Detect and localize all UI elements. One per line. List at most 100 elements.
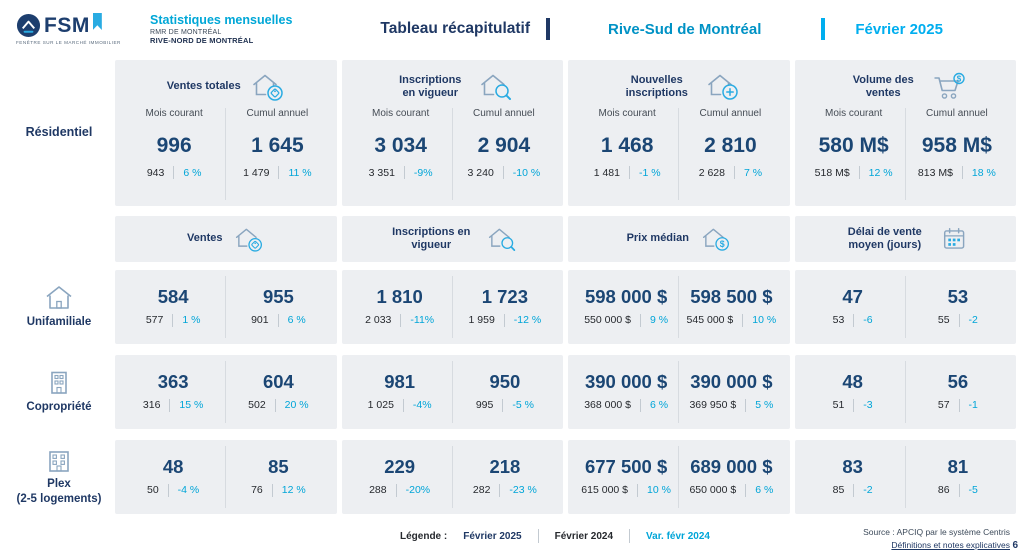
single-family-house-icon (44, 284, 74, 311)
value-2024: 615 000 $ (581, 484, 629, 497)
value-2025: 47 (842, 286, 863, 308)
section-header-inscriptions: Inscriptions en vigueur (341, 216, 563, 262)
cumul-column: 56 57 -1 (904, 361, 1010, 423)
value-2025: 584 (157, 286, 189, 308)
row-unifamiliale: Unifamiliale 584 577 1 % 955 901 (8, 270, 1016, 344)
cumul-column: 81 86 -5 (904, 446, 1010, 508)
region-secondary: RIVE-NORD DE MONTRÉAL (150, 35, 254, 45)
group-volume-des-ventes: Volume des ventes $ Mois courant (794, 60, 1016, 206)
variation: -11% (410, 314, 435, 327)
cell-copropriete-prix-median: 390 000 $ 368 000 $ 6 % 390 000 $ 369 95… (568, 355, 790, 429)
value-2025: 85 (268, 456, 289, 478)
house-tag-icon (251, 72, 285, 102)
cumul-column: 1 723 1 959 -12 % (451, 276, 557, 338)
divider (503, 313, 505, 327)
divider (628, 166, 630, 180)
source-text: Source : APCIQ par le système Centris (863, 527, 1010, 537)
variation: -4% (412, 399, 432, 412)
divider (271, 483, 273, 497)
value-2025: 53 (947, 286, 969, 308)
value-2025: 958 M$ (921, 134, 992, 157)
current-column: 48 51 -3 (801, 361, 905, 423)
value-2025: 2 810 (704, 134, 757, 157)
value-2025: 390 000 $ (690, 371, 773, 393)
value-2025: 981 (384, 371, 416, 393)
divider (745, 398, 747, 412)
cell-unifamiliale-delai: 47 53 -6 53 55 -2 (794, 270, 1016, 344)
value-2024: 650 000 $ (689, 484, 737, 497)
divider (745, 483, 747, 497)
header-divider (546, 18, 551, 40)
period-label: Février 2025 (855, 20, 943, 38)
current-column: 677 500 $ 615 000 $ 10 % (574, 446, 678, 508)
value-2025: 598 500 $ (690, 286, 773, 308)
current-column: 981 1 025 -4% (348, 361, 452, 423)
house-search-icon (487, 226, 517, 253)
variation: 6 % (649, 399, 669, 412)
divider (629, 529, 631, 543)
variation: 9 % (649, 314, 669, 327)
variation: -6 (863, 314, 873, 327)
cumul-column: 218 282 -23 % (451, 446, 557, 508)
plex-building-icon (44, 448, 74, 473)
group-ventes-totales: Ventes totales Mois c (115, 60, 337, 206)
value-2024: 369 950 $ (689, 399, 737, 412)
divider (167, 483, 169, 497)
value-2025: 689 000 $ (690, 456, 773, 478)
divider (400, 313, 402, 327)
divider (958, 313, 960, 327)
divider (853, 483, 855, 497)
divider (502, 398, 504, 412)
value-2024: 288 (369, 484, 387, 497)
value-2024: 995 (475, 399, 494, 412)
variation: 10 % (647, 484, 671, 497)
value-2025: 580 M$ (818, 134, 889, 157)
group-title: Volume des ventes (852, 73, 914, 99)
value-2024: 3 240 (467, 166, 494, 179)
value-2024: 518 M$ (814, 166, 850, 179)
cell-copropriete-inscriptions: 981 1 025 -4% 950 995 -5 % (341, 355, 563, 429)
cumul-column: 955 901 6 % (225, 276, 330, 338)
page-number: 6 (1012, 540, 1018, 551)
current-column: 229 288 -20% (348, 446, 452, 508)
value-2024: 51 (832, 399, 845, 412)
cumul-column: 950 995 -5 % (451, 361, 557, 423)
variation: 18 % (971, 166, 996, 179)
section-header-ventes: Ventes (115, 216, 337, 262)
condo-building-icon (44, 369, 74, 396)
value-2025: 83 (842, 456, 863, 478)
fsmi-logo-mark-icon (16, 13, 41, 38)
value-2025: 955 (262, 286, 294, 308)
variation: 7 % (743, 166, 763, 179)
row-plex: Plex (2-5 logements) 48 50 -4 % 85 76 (8, 440, 1016, 514)
cell-unifamiliale-inscriptions: 1 810 2 033 -11% 1 723 1 959 -12 % (341, 270, 563, 344)
value-2024: 1 959 (468, 314, 495, 327)
col-label-cumul: Cumul annuel (246, 108, 309, 119)
divider (637, 483, 639, 497)
definitions-link[interactable]: Définitions et notes explicatives (891, 539, 1010, 550)
value-2025: 56 (947, 371, 969, 393)
current-column: Mois courant 3 034 3 351 -9% (368, 108, 433, 180)
row-label-plex-detail: (2-5 logements) (16, 493, 102, 505)
divider (395, 483, 397, 497)
value-2024: 943 (146, 166, 165, 179)
value-2024: 550 000 $ (584, 314, 631, 327)
house-tag-icon (234, 226, 264, 253)
row-label-residentiel: Résidentiel (25, 125, 93, 140)
group-title: Nouvelles inscriptions (625, 73, 688, 99)
value-2024: 1 481 (593, 166, 620, 179)
calendar-icon (941, 226, 970, 253)
divider (733, 166, 735, 180)
value-2024: 316 (142, 399, 161, 412)
variation: 10 % (752, 314, 777, 327)
cell-copropriete-delai: 48 51 -3 56 57 -1 (794, 355, 1016, 429)
divider (958, 483, 960, 497)
divider (639, 313, 641, 327)
value-2024: 2 033 (365, 314, 392, 327)
row-label-unifamiliale: Unifamiliale (8, 270, 110, 344)
value-2024: 545 000 $ (686, 314, 734, 327)
house-plus-icon (706, 72, 740, 102)
group-title: Inscriptions en vigueur (399, 73, 462, 99)
value-2024: 577 (145, 314, 164, 327)
value-2024: 368 000 $ (584, 399, 631, 412)
